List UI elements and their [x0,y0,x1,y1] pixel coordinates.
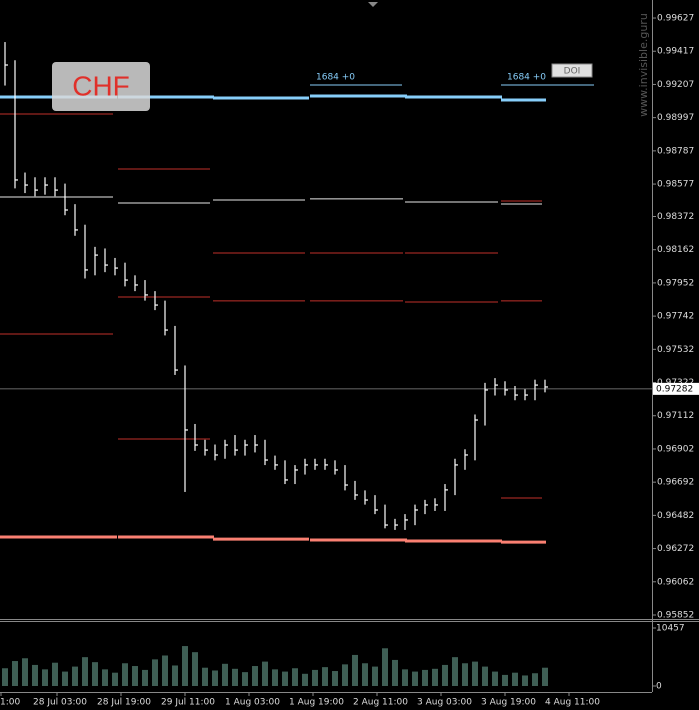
symbol: CHF [72,70,130,101]
x-tick-label: 3 Aug 03:00 [417,698,472,708]
volume-bar [342,664,348,686]
volume-bar [492,671,498,686]
volume-bar [162,655,168,686]
volume-bar [182,646,188,686]
volume-tick-label: 0 [656,682,662,692]
x-tick-label: 2 Aug 11:00 [353,698,408,708]
volume-bar [82,657,88,686]
volume-bar [52,662,58,686]
volume-bar [412,671,418,686]
volume-bar [382,648,388,686]
x-tick-label: 1 Aug 19:00 [289,698,344,708]
volume-bar [222,663,228,686]
volume-bar [302,673,308,686]
shift-marker [368,2,378,7]
y-tick-label: 0.98577 [657,180,694,190]
volume-bar [462,663,468,686]
volume-bar [212,670,218,686]
volume-bar [482,666,488,686]
y-tick-label: 0.98997 [657,113,694,123]
x-tick-label: 1:00 [0,698,20,708]
volume-tick-label: 10457 [656,624,685,634]
annotation: 1684 +0 [316,73,355,83]
y-tick-label: 0.98787 [657,146,694,156]
y-tick-label: 0.97532 [657,345,694,355]
volume-bar [392,659,398,686]
volume-bar [192,652,198,686]
volume-bar [312,669,318,686]
volume-bar [272,669,278,686]
y-tick-label: 0.97112 [657,411,694,421]
volume-bar [452,657,458,686]
volume-bar [442,664,448,686]
y-tick-label: 0.97952 [657,278,694,288]
plot: 1684 +0 1684 +0 0 10457 0.99627 0.99417 0.9920… [0,14,699,708]
volume-bar [172,665,178,686]
volume-bar [42,669,48,686]
volume-bar [522,675,528,686]
volume-bar [472,661,478,686]
volume-bar [362,663,368,686]
y-tick-label: 0.96482 [657,511,694,521]
volume-bar [432,668,438,686]
volume-bar [252,666,258,686]
volume-bar [122,663,128,686]
volume-bar [422,669,428,686]
volume-bar [242,672,248,686]
badge: DOI [564,67,581,77]
x-tick-label: 3 Aug 19:00 [481,698,536,708]
y-tick-label: 0.99627 [657,14,694,24]
volume-bar [72,666,78,686]
volume-bar [282,671,288,686]
volume-bar [102,669,108,686]
x-tick-label: 29 Jul 11:00 [161,698,215,708]
badge-box [551,63,593,78]
volume-bar [512,672,518,686]
annotation: 1684 +0 [507,73,546,83]
y-tick-label: 0.96062 [657,577,694,587]
volume-bar [152,659,158,686]
volume-bar [292,668,298,686]
volume-bar [62,671,68,686]
current-price-label: 0.97282 [656,384,693,394]
y-tick-label: 0.98372 [657,212,694,222]
volume-bar [532,673,538,686]
volume-bar [262,661,268,686]
y-tick-label: 0.98162 [657,245,694,255]
x-tick-label: 28 Jul 19:00 [97,698,151,708]
volume-bar [372,666,378,686]
volume-bar [232,668,238,686]
volume-bar [2,668,8,686]
y-tick-label: 0.96692 [657,478,694,488]
volume-bar [502,674,508,686]
volume-bar [32,664,38,686]
volume-bar [332,671,338,686]
y-tick-label: 0.99207 [657,80,694,90]
volume-bar [12,661,18,686]
x-tick-label: 4 Aug 11:00 [545,698,600,708]
volume-bar [112,672,118,686]
volume-bar [132,666,138,686]
volume-bar [22,658,28,686]
y-tick-label: 0.96902 [657,444,694,454]
x-tick-label: 1 Aug 03:00 [225,698,280,708]
y-tick-label: 0.95852 [657,610,694,620]
volume-bar [402,669,408,686]
volume-bar [542,667,548,686]
watermark: www.invisible.guru [637,13,650,117]
x-tick-label: 28 Jul 03:00 [33,698,87,708]
volume-bar [202,667,208,686]
volume-bar [92,662,98,686]
y-tick-label: 0.97742 [657,312,694,322]
symbol-box [52,62,150,111]
volume-bar [352,654,358,686]
volume-bar [142,669,148,686]
volume-bar [322,667,328,686]
y-tick-label: 0.99417 [657,47,694,57]
current-price-box [653,382,699,395]
y-tick-label: 0.96272 [657,544,694,554]
